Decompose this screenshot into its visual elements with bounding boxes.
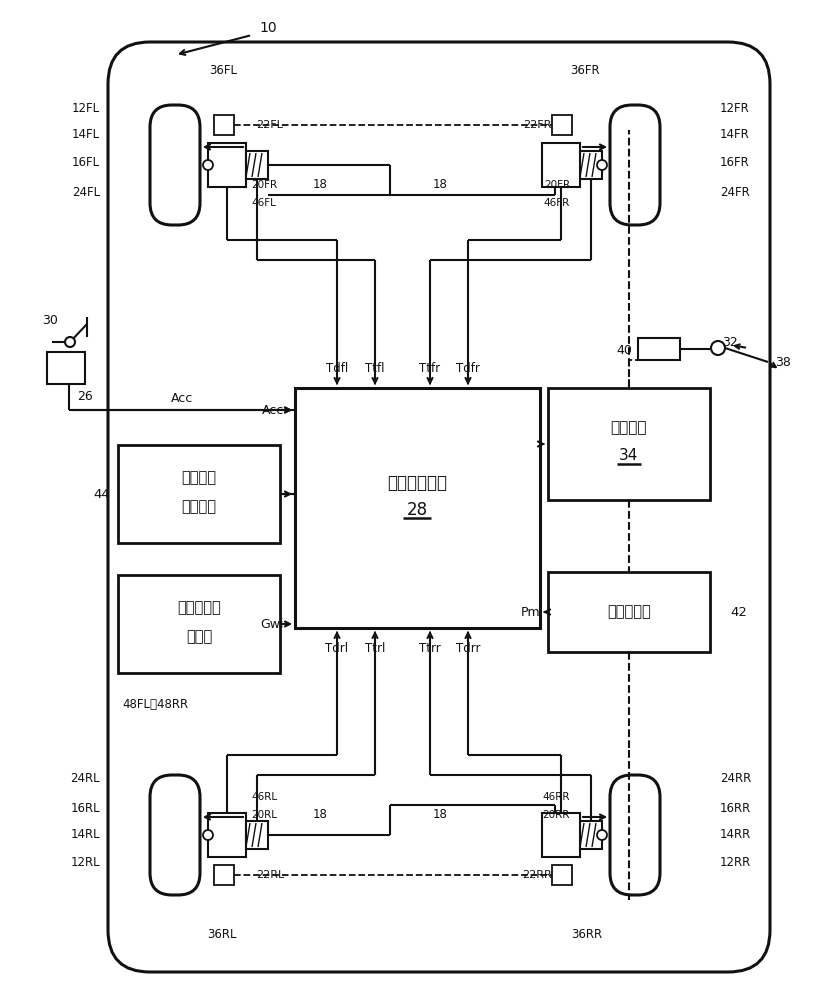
Bar — [548, 572, 710, 652]
Text: 14FL: 14FL — [72, 128, 100, 141]
FancyBboxPatch shape — [610, 775, 660, 895]
Text: 12FR: 12FR — [720, 102, 750, 114]
Bar — [295, 388, 540, 628]
Text: 12FL: 12FL — [72, 102, 100, 114]
Text: 14RL: 14RL — [70, 828, 100, 842]
Text: 46RL: 46RL — [251, 792, 277, 802]
Bar — [580, 821, 602, 849]
Text: 检测装置: 检测装置 — [181, 499, 217, 514]
Text: 30: 30 — [42, 314, 58, 326]
Bar — [47, 352, 85, 384]
Bar — [246, 821, 268, 849]
Text: 48FL～48RR: 48FL～48RR — [122, 698, 188, 712]
Bar — [542, 143, 580, 187]
Text: Pm: Pm — [520, 605, 540, 618]
Text: 22RL: 22RL — [256, 870, 284, 880]
Text: 20FR: 20FR — [544, 180, 570, 190]
Text: Ttfr: Ttfr — [419, 361, 440, 374]
Text: 运动状态: 运动状态 — [181, 471, 217, 486]
Text: Ttfl: Ttfl — [365, 361, 385, 374]
Text: Tdrl: Tdrl — [325, 642, 349, 654]
Text: Ttrr: Ttrr — [419, 642, 441, 654]
Text: 20FR: 20FR — [251, 180, 277, 190]
Text: 22RR: 22RR — [522, 870, 552, 880]
Text: Tdfl: Tdfl — [326, 361, 348, 374]
Bar — [580, 151, 602, 179]
Circle shape — [203, 830, 213, 840]
Text: Ttrl: Ttrl — [365, 642, 385, 654]
Text: 18: 18 — [313, 178, 328, 192]
FancyBboxPatch shape — [150, 105, 200, 225]
Text: 16RR: 16RR — [720, 802, 752, 814]
Text: 46RR: 46RR — [542, 792, 570, 802]
Bar — [542, 813, 580, 857]
Text: 42: 42 — [730, 605, 747, 618]
Text: Gwi: Gwi — [261, 617, 284, 631]
Text: 26: 26 — [77, 390, 93, 403]
Text: 12RR: 12RR — [720, 856, 752, 868]
Text: 24RR: 24RR — [720, 772, 752, 784]
Text: 18: 18 — [432, 808, 448, 822]
Text: 20RL: 20RL — [251, 810, 277, 820]
Circle shape — [65, 337, 75, 347]
Text: 12RL: 12RL — [70, 856, 100, 868]
Text: 20RR: 20RR — [542, 810, 570, 820]
Text: Tdfr: Tdfr — [456, 361, 480, 374]
Text: 10: 10 — [259, 21, 277, 35]
Text: Acc: Acc — [261, 403, 284, 416]
Text: 22FL: 22FL — [256, 120, 283, 130]
Bar — [208, 813, 246, 857]
Text: 28: 28 — [406, 501, 427, 519]
Text: 44: 44 — [93, 488, 110, 500]
FancyBboxPatch shape — [150, 775, 200, 895]
Bar — [552, 115, 572, 135]
Text: 18: 18 — [432, 178, 448, 192]
Bar — [214, 115, 234, 135]
Text: Acc: Acc — [171, 391, 193, 404]
Text: Tdrr: Tdrr — [456, 642, 480, 654]
Text: 传感器: 传感器 — [186, 630, 212, 645]
Bar — [214, 865, 234, 885]
Text: 36RL: 36RL — [208, 928, 237, 942]
Text: 22FR: 22FR — [524, 120, 552, 130]
Circle shape — [597, 830, 607, 840]
Text: 46FL: 46FL — [251, 198, 276, 208]
Text: 24FL: 24FL — [72, 186, 100, 198]
Text: 18: 18 — [313, 808, 328, 822]
Text: 36RR: 36RR — [571, 928, 603, 942]
Bar — [118, 575, 280, 673]
Text: 16RL: 16RL — [70, 802, 100, 814]
Text: 液压回路: 液压回路 — [611, 420, 647, 436]
Circle shape — [597, 160, 607, 170]
Bar — [552, 865, 572, 885]
Text: 14RR: 14RR — [720, 828, 752, 842]
Text: 16FR: 16FR — [720, 155, 750, 168]
Text: 38: 38 — [775, 356, 791, 368]
Bar — [548, 388, 710, 500]
Circle shape — [711, 341, 725, 355]
Text: 40: 40 — [616, 344, 632, 357]
Bar — [638, 338, 680, 360]
Bar — [118, 445, 280, 543]
Text: 前后加速度: 前后加速度 — [177, 600, 221, 615]
Bar — [246, 151, 268, 179]
Text: 46FR: 46FR — [544, 198, 570, 208]
FancyBboxPatch shape — [108, 42, 770, 972]
Bar — [208, 143, 246, 187]
Text: 电子控制装置: 电子控制装置 — [387, 474, 447, 492]
Text: 24FR: 24FR — [720, 186, 750, 198]
Text: 36FR: 36FR — [570, 64, 600, 77]
Text: 36FL: 36FL — [209, 64, 237, 77]
Text: 24RL: 24RL — [70, 772, 100, 784]
Text: 压力传感器: 压力传感器 — [607, 604, 651, 619]
FancyBboxPatch shape — [610, 105, 660, 225]
Text: 32: 32 — [722, 336, 738, 349]
Text: 34: 34 — [619, 448, 639, 464]
Text: 14FR: 14FR — [720, 128, 750, 141]
Circle shape — [203, 160, 213, 170]
Text: 16FL: 16FL — [72, 155, 100, 168]
